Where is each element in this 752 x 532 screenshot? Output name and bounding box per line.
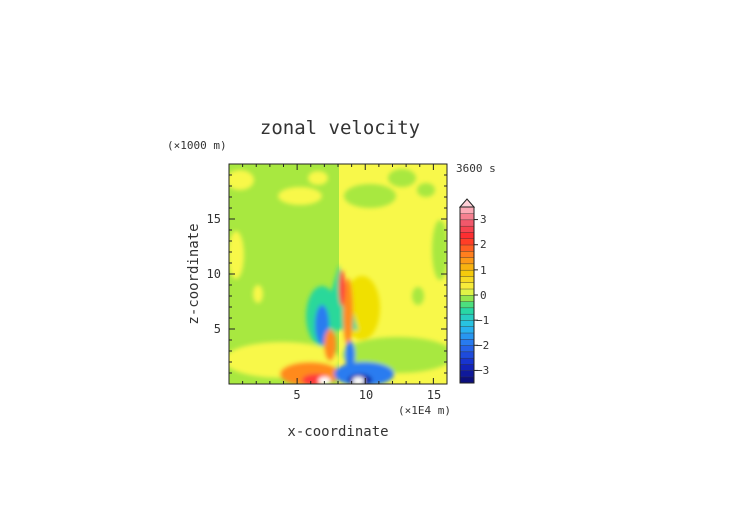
field-region — [432, 220, 447, 280]
x-tick-label: 5 — [293, 388, 300, 402]
colorbar-segment — [459, 213, 475, 221]
colorbar-segment — [459, 338, 475, 346]
colorbar-segment — [459, 282, 475, 290]
colorbar-segment — [459, 275, 475, 283]
colorbar-label: 1 — [480, 264, 487, 277]
plot-area — [229, 164, 447, 384]
field-region — [412, 287, 424, 305]
colorbar-segment — [459, 332, 475, 340]
colorbar-segment — [459, 206, 475, 214]
field-region — [417, 183, 435, 197]
colorbar-label: −1 — [476, 314, 489, 327]
y-tick-labels: 5 10 15 — [207, 212, 221, 336]
colorbar-label: −2 — [476, 339, 489, 352]
plume-positive-streak — [343, 278, 353, 346]
colorbar-segment — [459, 351, 475, 359]
plume-positive-core — [339, 270, 345, 306]
field-region — [278, 187, 322, 205]
colorbar-label: 3 — [480, 213, 487, 226]
colorbar-segment — [459, 250, 475, 258]
colorbar-segment — [459, 370, 475, 378]
colorbar-segment — [459, 345, 475, 353]
y-tick-label: 15 — [207, 212, 221, 226]
colorbar-segment — [459, 326, 475, 334]
colorbar-segment — [459, 301, 475, 309]
colorbar-segment — [459, 238, 475, 246]
x-tick-labels: 5 10 15 — [293, 388, 441, 402]
colorbar-segment — [459, 219, 475, 227]
colorbar-segment — [459, 357, 475, 365]
y-axis-label: z-coordinate — [186, 223, 202, 324]
x-tick-label: 15 — [427, 388, 441, 402]
colorbar-segment — [459, 313, 475, 321]
colorbar-label: 2 — [480, 238, 487, 251]
surface-minimum — [352, 376, 365, 384]
colorbar-segment — [459, 307, 475, 315]
colorbar-segment — [459, 288, 475, 296]
time-label: 3600 s — [456, 162, 496, 175]
colorbar-segment — [459, 363, 475, 371]
field-region — [229, 231, 244, 279]
colorbar-segment — [459, 376, 475, 384]
field-region — [344, 184, 396, 208]
field-region — [308, 171, 328, 185]
x-axis-label: x-coordinate — [287, 424, 388, 440]
field-region — [388, 169, 416, 187]
axis-ticks — [228, 163, 448, 385]
colorbar-label: 0 — [480, 289, 487, 302]
colorbar-segment — [459, 319, 475, 327]
colorbar — [458, 198, 478, 384]
surface-maximum — [318, 376, 331, 384]
colorbar-segment — [459, 244, 475, 252]
velocity-field — [229, 169, 447, 384]
chart-title: zonal velocity — [260, 117, 420, 139]
colorbar-segment — [459, 269, 475, 277]
x-tick-label: 10 — [359, 388, 373, 402]
colorbar-extend-arrow — [458, 198, 476, 208]
y-tick-label: 10 — [207, 267, 221, 281]
field-region — [253, 285, 263, 303]
x-unit-label: (×1E4 m) — [398, 404, 451, 417]
colorbar-segment — [459, 257, 475, 265]
colorbar-label: −3 — [476, 364, 489, 377]
colorbar-segment — [459, 231, 475, 239]
y-tick-label: 5 — [214, 322, 221, 336]
field-region — [229, 170, 254, 190]
plume-lower-streak — [324, 329, 336, 361]
plume-lower-negative — [345, 341, 355, 369]
colorbar-segment — [459, 294, 475, 302]
colorbar-tick-labels: 3 2 1 0 −1 −2 −3 — [476, 213, 489, 377]
y-unit-label: (×1000 m) — [167, 139, 227, 152]
colorbar-segment — [459, 225, 475, 233]
colorbar-segment — [459, 263, 475, 271]
